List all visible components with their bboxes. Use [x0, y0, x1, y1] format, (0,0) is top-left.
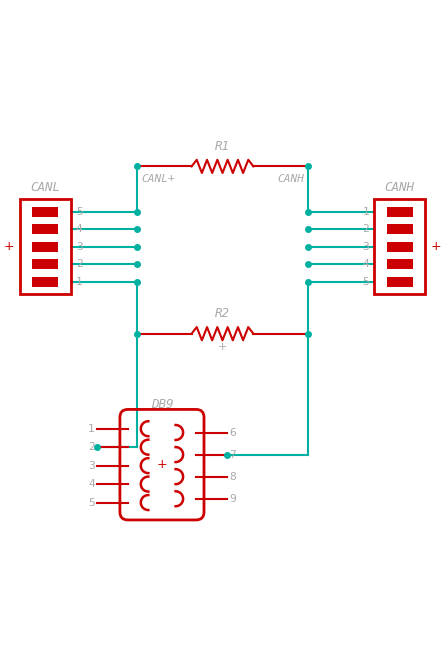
Text: 6: 6	[229, 428, 236, 438]
Text: CANH: CANH	[277, 174, 304, 184]
Text: 8: 8	[229, 471, 236, 482]
Text: 4: 4	[362, 259, 369, 269]
Text: 3: 3	[76, 242, 83, 252]
Text: 9: 9	[229, 494, 236, 504]
Bar	[387, 259, 413, 269]
Text: +: +	[157, 458, 167, 471]
Text: +: +	[430, 240, 441, 253]
Bar	[32, 242, 58, 251]
Bar	[387, 277, 413, 286]
Text: 3: 3	[362, 242, 369, 252]
Text: 2: 2	[362, 224, 369, 234]
Bar	[387, 207, 413, 217]
Text: 2: 2	[76, 259, 83, 269]
Text: 2: 2	[88, 442, 95, 452]
Bar	[32, 277, 58, 286]
Bar	[32, 224, 58, 234]
Text: 5: 5	[362, 276, 369, 287]
Text: 7: 7	[229, 450, 236, 459]
Text: R2: R2	[215, 308, 230, 320]
Text: +: +	[218, 341, 227, 351]
Text: 5: 5	[76, 207, 83, 217]
Bar	[387, 242, 413, 251]
Text: 4: 4	[88, 479, 95, 489]
Bar	[32, 207, 58, 217]
Bar	[374, 200, 425, 294]
Bar	[387, 224, 413, 234]
Text: CANL: CANL	[30, 181, 60, 194]
Bar	[20, 200, 71, 294]
Text: DB9: DB9	[151, 398, 173, 411]
Bar	[32, 259, 58, 269]
Text: 4: 4	[76, 224, 83, 234]
Text: +: +	[4, 240, 15, 253]
Text: CANH: CANH	[385, 181, 415, 194]
Text: CANL+: CANL+	[141, 174, 175, 184]
Text: 1: 1	[362, 207, 369, 217]
Text: R1: R1	[215, 140, 230, 153]
Text: 5: 5	[88, 497, 95, 508]
Text: 1: 1	[88, 424, 95, 434]
Text: 3: 3	[88, 461, 95, 471]
Text: 1: 1	[76, 276, 83, 287]
